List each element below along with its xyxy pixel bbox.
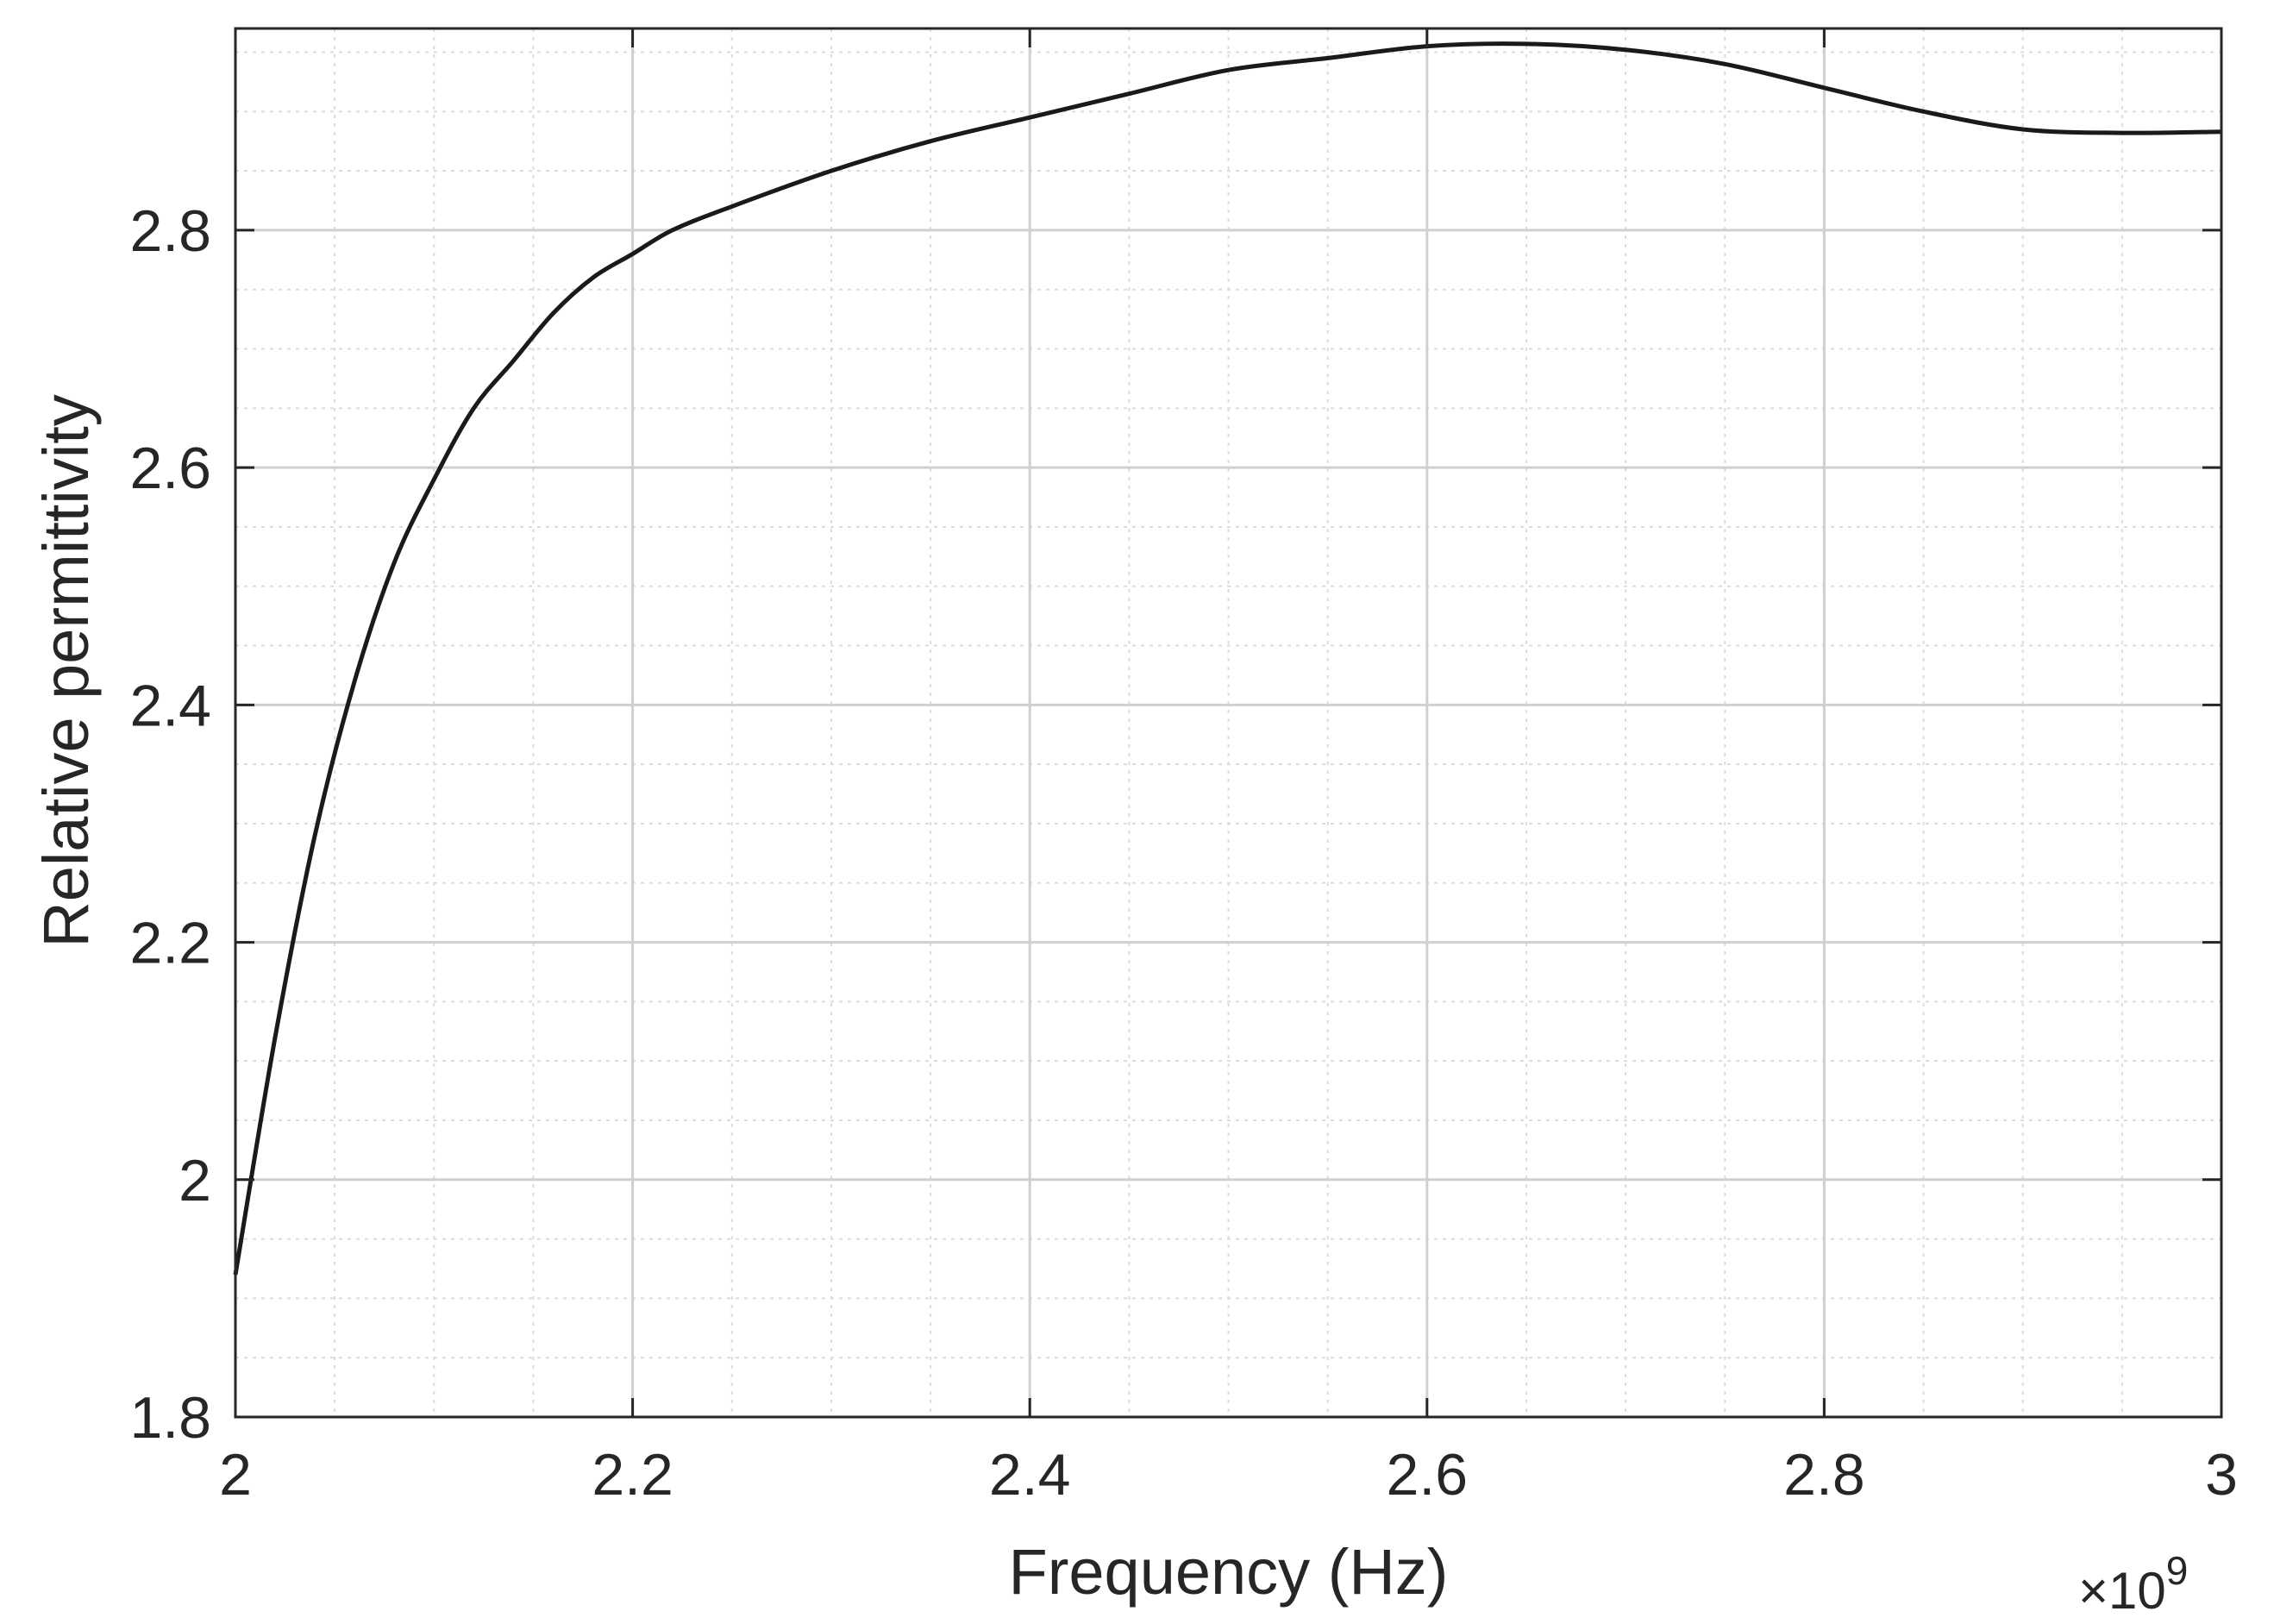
y-axis-ticks: 1.8 2 2.2 2.4 2.6 2.8	[129, 198, 2221, 1451]
y-axis-label: Relative permittivity	[30, 394, 102, 948]
x-axis-ticks: 2 2.2 2.4 2.6 2.8 3	[219, 28, 2238, 1508]
x-axis-exponent-base: ×10	[2078, 1562, 2166, 1620]
x-axis-exponent-power: 9	[2166, 1548, 2189, 1593]
x-tick-label: 2.8	[1783, 1442, 1865, 1508]
y-tick-label: 2.2	[129, 911, 211, 976]
y-tick-label: 2.4	[129, 673, 211, 738]
x-tick-label: 2.2	[592, 1442, 673, 1508]
permittivity-curve	[233, 41, 2222, 1276]
y-tick-label: 2.8	[129, 198, 211, 264]
x-tick-label: 2.6	[1387, 1442, 1469, 1508]
y-tick-label: 2.6	[129, 436, 211, 501]
x-tick-label: 2.4	[989, 1442, 1071, 1508]
y-tick-label: 2	[179, 1148, 211, 1213]
x-axis-label: Frequency (Hz)	[1009, 1536, 1449, 1608]
y-tick-label: 1.8	[129, 1385, 211, 1451]
x-axis-exponent: ×109	[2078, 1548, 2188, 1620]
x-tick-label: 2	[219, 1442, 252, 1508]
data-series	[233, 41, 2222, 1276]
plot-area-border	[234, 27, 2223, 1419]
x-tick-label: 3	[2205, 1442, 2238, 1508]
